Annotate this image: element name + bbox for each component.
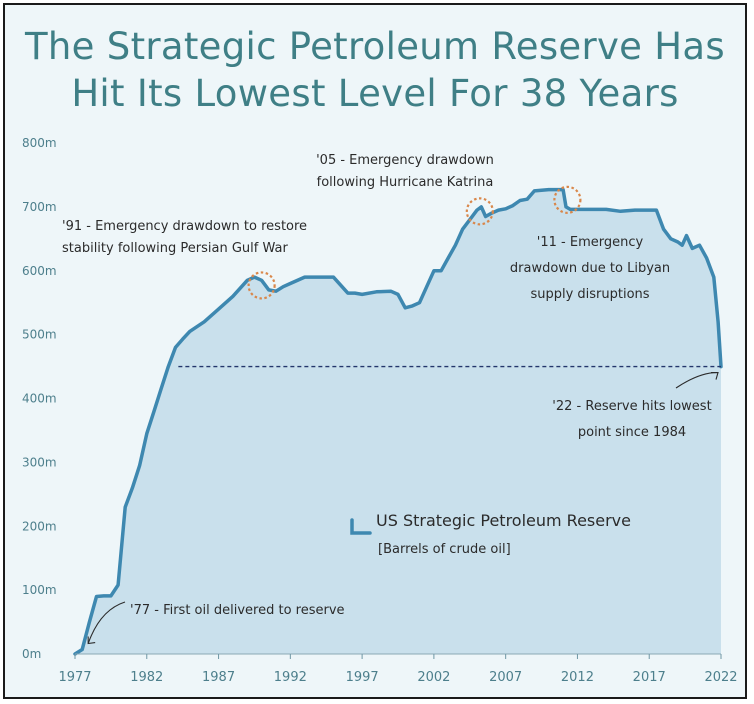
x-tick-label: 2007	[489, 670, 522, 685]
y-tick-label: 100m	[22, 583, 57, 597]
annotation-arrowhead-22	[711, 372, 719, 380]
annotation-arrowhead-77	[87, 636, 96, 645]
x-tick-label: 2022	[704, 670, 737, 685]
annotation-circle-a05	[465, 197, 494, 226]
annotation-text-a05: '05 - Emergency drawdown	[316, 153, 494, 168]
y-tick-label: 400m	[22, 392, 57, 406]
x-tick-label: 2002	[417, 670, 450, 685]
annotation-text-a11: supply disruptions	[530, 287, 649, 302]
chart-title: The Strategic Petroleum Reserve Has Hit …	[5, 23, 745, 117]
annotation-text-a22: point since 1984	[578, 425, 686, 440]
annotation-circle-a91	[247, 271, 276, 300]
annotation-text-a91: stability following Persian Gulf War	[62, 241, 288, 256]
x-tick-label: 1982	[130, 670, 163, 685]
chart-title-line-1: The Strategic Petroleum Reserve Has	[25, 25, 725, 68]
x-tick-label: 2017	[633, 670, 666, 685]
annotation-circle-a11	[553, 185, 582, 214]
y-tick-label: 200m	[22, 519, 57, 533]
annotation-text-a05: following Hurricane Katrina	[317, 175, 494, 190]
annotation-arrow-77	[87, 601, 126, 644]
x-tick-label: 1992	[274, 670, 307, 685]
annotation-text-a22: '22 - Reserve hits lowest	[552, 399, 711, 414]
y-tick-label: 700m	[22, 200, 57, 214]
x-tick-label: 1987	[202, 670, 235, 685]
y-tick-label: 300m	[22, 455, 57, 469]
legend-line-swatch	[350, 518, 372, 535]
annotation-text-a11: '11 - Emergency	[537, 235, 644, 250]
y-tick-label: 0m	[22, 647, 41, 661]
y-tick-label: 800m	[22, 136, 57, 150]
legend-sublabel: [Barrels of crude oil]	[378, 542, 511, 557]
series-area-fill	[75, 189, 721, 654]
annotation-text-a77: '77 - First oil delivered to reserve	[130, 603, 345, 618]
annotation-text-a91: '91 - Emergency drawdown to restore	[62, 219, 307, 234]
series-line	[73, 187, 723, 656]
chart-title-line-2: Hit Its Lowest Level For 38 Years	[71, 72, 679, 115]
x-tick-label: 1977	[58, 670, 91, 685]
y-tick-label: 600m	[22, 264, 57, 278]
legend-label: US Strategic Petroleum Reserve	[376, 511, 631, 530]
x-tick-label: 2012	[561, 670, 594, 685]
annotation-text-a11: drawdown due to Libyan	[510, 261, 670, 276]
y-tick-label: 500m	[22, 328, 57, 342]
x-tick-label: 1997	[346, 670, 379, 685]
